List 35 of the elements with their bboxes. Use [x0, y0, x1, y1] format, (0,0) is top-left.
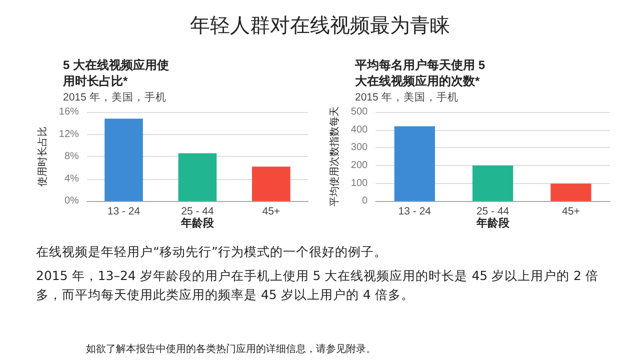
x-tick-label: 25 - 44 [181, 206, 214, 218]
y-tick-label: 100 [350, 178, 368, 189]
y-tick-label: 0% [64, 196, 80, 207]
y-tick-label: 8% [64, 151, 80, 162]
y-tick-label: 12% [58, 128, 80, 140]
bar [178, 153, 217, 202]
x-tick-label: 25 - 44 [476, 206, 510, 218]
y-tick-label: 300 [350, 142, 368, 154]
y-tick-label: 0 [362, 196, 368, 207]
text: 在线视频是年轻用户“移动先行”行为模式的一个很好的例子。 [36, 243, 388, 261]
bar [252, 166, 290, 202]
bar [394, 126, 435, 202]
bar [472, 165, 514, 202]
y-tick-label: 4% [64, 173, 80, 184]
chart-title: 5 大在线视频应用使用时长占比* [62, 58, 170, 88]
y-axis-title: 使用时长占比 [36, 126, 48, 187]
bar [104, 118, 143, 202]
y-tick-label: 400 [350, 124, 368, 136]
text: 年轻人群对在线视频最为青睐 [189, 12, 451, 39]
x-axis-title: 年龄段 [180, 216, 215, 230]
y-tick-label: 16% [58, 106, 80, 118]
text: 如欲了解本报告中使用的各类热门应用的详细信息，请参见附录。 [86, 342, 376, 356]
bar [550, 184, 592, 202]
chart-subtitle: 2015 年，美国，手机 [63, 90, 166, 104]
text: 2015 年，13–24 岁年龄段的用户在手机上使用 5 大在线视频应用的时长是 45 岁以上用户的 2 倍多，而平均每天使用此类应用的频率是 45 岁以上用户的 4 倍多。 [36, 267, 600, 304]
chart-title: 平均每名用户每天使用 5 大在线视频应用的次数* [354, 58, 488, 88]
x-tick-label: 13 - 24 [398, 206, 432, 218]
y-axis-title: 平均使用次数指数每天 [328, 106, 340, 207]
y-tick-label: 200 [350, 160, 368, 171]
y-tick-label: 500 [350, 106, 368, 118]
x-tick-label: 45+ [562, 206, 580, 218]
x-tick-label: 13 - 24 [107, 206, 140, 218]
x-tick-label: 45+ [262, 206, 280, 218]
x-axis-title: 年龄段 [475, 216, 510, 230]
chart-subtitle: 2015 年，美国，手机 [355, 90, 458, 104]
